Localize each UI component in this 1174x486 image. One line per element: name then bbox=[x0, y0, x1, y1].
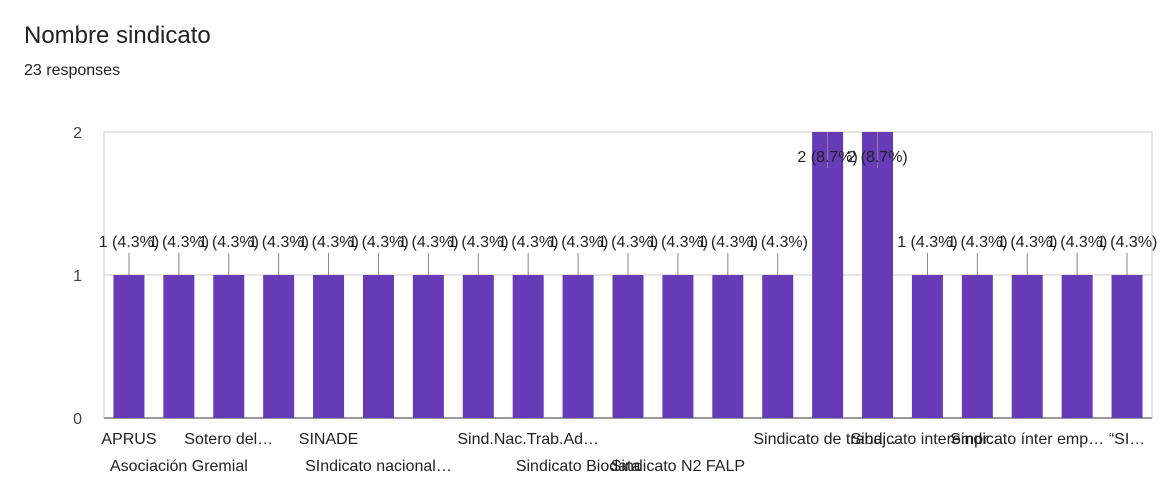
data-label: 1 (4.3%) bbox=[997, 234, 1057, 251]
bar bbox=[163, 275, 195, 418]
x-tick-label: SIndicato nacional… bbox=[305, 458, 452, 475]
bar bbox=[213, 275, 245, 418]
bar bbox=[762, 275, 794, 418]
bar bbox=[313, 275, 345, 418]
bar bbox=[812, 132, 844, 418]
bar bbox=[462, 275, 494, 418]
x-tick-label: Sindicato de trabaj… bbox=[753, 431, 902, 448]
response-count: 23 responses bbox=[24, 62, 121, 79]
data-label: 2 (8.7%) bbox=[797, 149, 857, 166]
bar bbox=[263, 275, 295, 418]
bar bbox=[612, 275, 644, 418]
bar bbox=[911, 275, 943, 418]
bar bbox=[562, 275, 594, 418]
data-label: 1 (4.3%) bbox=[548, 234, 608, 251]
data-label: 1 (4.3%) bbox=[498, 234, 558, 251]
data-label: 1 (4.3%) bbox=[99, 234, 159, 251]
bar bbox=[512, 275, 544, 418]
data-label: 1 (4.3%) bbox=[897, 234, 957, 251]
data-label: 1 (4.3%) bbox=[348, 234, 408, 251]
x-tick-label: Sind.Nac.Trab.Ad… bbox=[457, 431, 599, 448]
chart-title: Nombre sindicato bbox=[24, 22, 211, 49]
x-tick-label: APRUS bbox=[101, 431, 156, 448]
y-tick-label: 0 bbox=[73, 411, 82, 428]
data-label: 1 (4.3%) bbox=[448, 234, 508, 251]
bar bbox=[362, 275, 394, 418]
bar bbox=[412, 275, 444, 418]
bar bbox=[1111, 275, 1143, 418]
data-label: 1 (4.3%) bbox=[199, 234, 259, 251]
x-tick-label: SINADE bbox=[299, 431, 359, 448]
data-label: 1 (4.3%) bbox=[1047, 234, 1107, 251]
bar bbox=[1061, 275, 1093, 418]
data-label: 1 (4.3%) bbox=[298, 234, 358, 251]
data-label: 1 (4.3%) bbox=[1097, 234, 1157, 251]
x-tick-label: Sotero del… bbox=[184, 431, 273, 448]
bar bbox=[862, 132, 894, 418]
data-label: 1 (4.3%) bbox=[648, 234, 708, 251]
bar bbox=[961, 275, 993, 418]
bar bbox=[113, 275, 145, 418]
bar bbox=[1011, 275, 1043, 418]
data-label: 1 (4.3%) bbox=[947, 234, 1007, 251]
data-label: 1 (4.3%) bbox=[248, 234, 308, 251]
data-label: 1 (4.3%) bbox=[698, 234, 758, 251]
x-tick-label: Sindicato ínter emp… bbox=[950, 431, 1104, 448]
x-tick-label: Sindicato interempr… bbox=[851, 431, 1005, 448]
bar bbox=[662, 275, 694, 418]
bar bbox=[712, 275, 744, 418]
x-tick-label: Sindicato Biodata bbox=[516, 458, 641, 475]
data-label: 1 (4.3%) bbox=[398, 234, 458, 251]
x-tick-label: Asociación Gremial bbox=[110, 458, 248, 475]
data-label: 1 (4.3%) bbox=[598, 234, 658, 251]
data-label: 2 (8.7%) bbox=[847, 149, 907, 166]
data-label: 1 (4.3%) bbox=[149, 234, 209, 251]
x-tick-label: Sindicato N2 FALP bbox=[611, 458, 745, 475]
y-tick-label: 1 bbox=[73, 268, 82, 285]
x-tick-label: “SI… bbox=[1109, 431, 1145, 448]
y-tick-label: 2 bbox=[73, 125, 82, 142]
data-label: 1 (4.3%) bbox=[747, 234, 807, 251]
